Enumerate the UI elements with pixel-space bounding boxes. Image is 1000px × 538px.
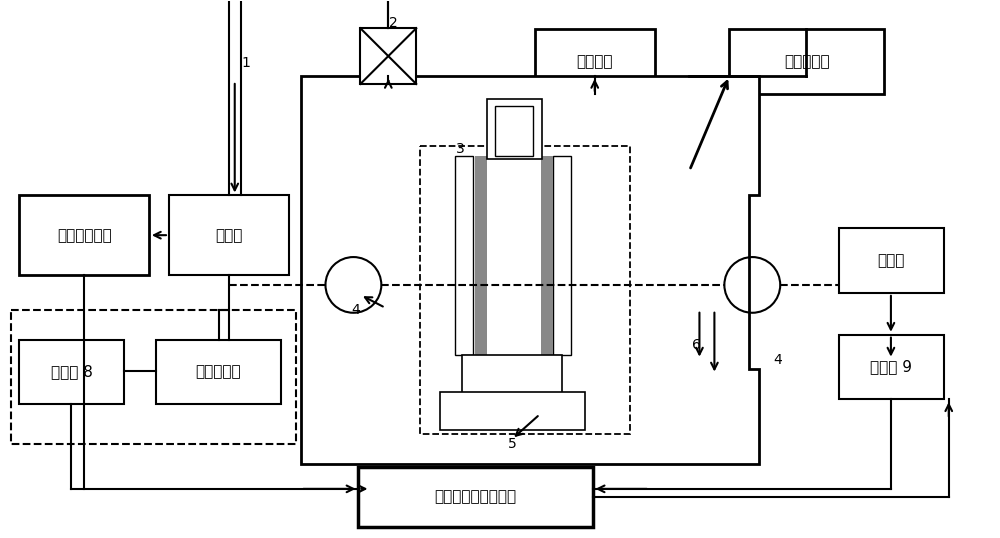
Bar <box>729 29 884 94</box>
Bar <box>535 29 655 94</box>
Text: 数据采集和分析系统: 数据采集和分析系统 <box>435 490 517 504</box>
Bar <box>487 99 542 159</box>
Bar <box>19 339 124 404</box>
Bar <box>358 467 593 527</box>
Bar <box>156 339 281 404</box>
Text: 放大器 9: 放大器 9 <box>870 359 912 374</box>
Text: 接收器: 接收器 <box>878 253 905 268</box>
Text: 5: 5 <box>508 437 516 451</box>
Bar <box>420 146 630 434</box>
Text: 放大器 8: 放大器 8 <box>51 364 93 379</box>
Text: 6: 6 <box>692 338 701 352</box>
Bar <box>440 392 585 430</box>
Bar <box>455 155 473 355</box>
Text: 4: 4 <box>351 303 360 317</box>
Text: 电加热系统: 电加热系统 <box>784 54 829 69</box>
Text: 3: 3 <box>456 141 464 155</box>
Text: 应变测量系统: 应变测量系统 <box>57 228 112 243</box>
Bar <box>19 195 149 275</box>
Bar <box>541 155 553 355</box>
Bar <box>11 310 296 444</box>
Text: 1: 1 <box>241 56 250 70</box>
Polygon shape <box>301 76 759 464</box>
Text: 激光比长仪: 激光比长仪 <box>195 364 241 379</box>
Bar <box>839 335 944 399</box>
Bar <box>475 155 487 355</box>
Text: 4: 4 <box>773 352 782 366</box>
Bar <box>553 155 571 355</box>
Text: 载荷系统: 载荷系统 <box>576 54 613 69</box>
Text: 2: 2 <box>389 16 398 30</box>
Bar <box>495 106 533 155</box>
Bar <box>839 228 944 293</box>
Bar <box>360 29 416 84</box>
Text: 激光源: 激光源 <box>215 228 242 243</box>
Bar <box>462 355 562 394</box>
Bar <box>169 195 289 275</box>
